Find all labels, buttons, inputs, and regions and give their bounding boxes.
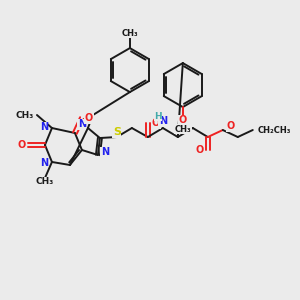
Text: O: O bbox=[18, 140, 26, 150]
Text: N: N bbox=[78, 119, 86, 129]
Text: S: S bbox=[113, 127, 121, 137]
Text: CH₃: CH₃ bbox=[36, 178, 54, 187]
Text: O: O bbox=[196, 145, 204, 155]
Text: N: N bbox=[40, 122, 48, 132]
Text: N: N bbox=[159, 116, 167, 126]
Text: O: O bbox=[179, 115, 187, 125]
Text: CH₃: CH₃ bbox=[175, 124, 191, 134]
Text: O: O bbox=[227, 121, 235, 131]
Text: CH₃: CH₃ bbox=[16, 110, 34, 119]
Text: O: O bbox=[85, 113, 93, 123]
Text: O: O bbox=[152, 118, 160, 128]
Text: N: N bbox=[40, 158, 48, 168]
Text: CH₃: CH₃ bbox=[122, 28, 138, 38]
Text: N: N bbox=[101, 147, 109, 157]
Text: H: H bbox=[154, 112, 162, 121]
Text: CH₂CH₃: CH₂CH₃ bbox=[258, 125, 291, 134]
